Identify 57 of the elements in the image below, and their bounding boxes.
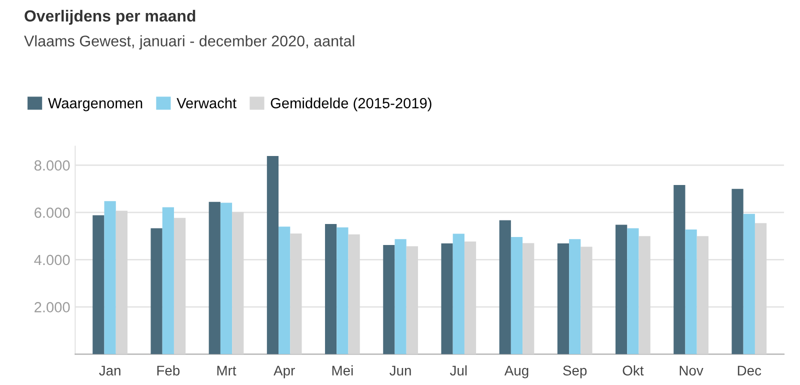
x-tick-label: Jul <box>450 365 467 376</box>
bar <box>383 245 395 354</box>
bar <box>580 246 592 354</box>
x-tick-label: Jan <box>99 366 120 376</box>
bar <box>208 202 220 354</box>
bar <box>116 210 128 354</box>
y-tick-label: 8.000 <box>34 160 70 171</box>
x-tick-label: Dec <box>738 366 762 376</box>
bar <box>452 234 464 354</box>
bar <box>174 218 186 354</box>
bar <box>557 243 570 354</box>
bar <box>394 239 406 354</box>
y-tick-label: 2.000 <box>34 302 70 312</box>
bar <box>336 227 348 354</box>
x-tick-label: Nov <box>680 366 704 376</box>
bar <box>732 188 744 354</box>
bar <box>685 229 697 354</box>
x-tick-label: Jun <box>390 366 411 376</box>
bar <box>162 207 174 354</box>
bar <box>150 228 162 354</box>
bar <box>464 242 476 354</box>
x-tick-label: Mei <box>332 365 353 376</box>
bar <box>406 246 418 354</box>
x-tick-label: Mrt <box>217 366 236 376</box>
legend-label: Waargenomen <box>48 98 142 112</box>
x-tick-label: Apr <box>274 366 295 378</box>
y-tick-label: 4.000 <box>34 254 70 266</box>
bar <box>290 233 302 354</box>
bar <box>278 226 290 354</box>
legend-label: Verwacht <box>176 98 236 108</box>
bar <box>92 215 104 354</box>
x-tick-label: Sep <box>563 366 587 378</box>
bar <box>348 234 360 354</box>
bar <box>569 239 581 354</box>
bar <box>743 214 755 354</box>
bar <box>266 156 279 354</box>
bar <box>499 220 511 354</box>
x-tick-label: Aug <box>504 366 528 378</box>
bar <box>232 212 244 354</box>
bar <box>696 236 708 354</box>
bar <box>522 243 534 354</box>
bar <box>754 223 767 354</box>
y-tick-label: 6.000 <box>34 208 70 218</box>
x-tick-label: Feb <box>157 365 180 376</box>
legend-label: Gemiddelde (2015-2019) <box>270 98 432 112</box>
bar <box>616 224 628 354</box>
chart-title: Overlijdens per maand <box>24 10 196 25</box>
bar <box>325 224 337 354</box>
chart-subtitle: Vlaams Gewest, januari - december 2020, aantal <box>24 35 354 50</box>
bar <box>104 201 116 354</box>
x-tick-label: Okt <box>622 365 644 376</box>
bar <box>441 243 453 354</box>
bar <box>220 202 232 354</box>
bar <box>674 185 686 354</box>
bar <box>627 228 639 354</box>
bar <box>638 236 650 354</box>
bar <box>510 237 523 354</box>
